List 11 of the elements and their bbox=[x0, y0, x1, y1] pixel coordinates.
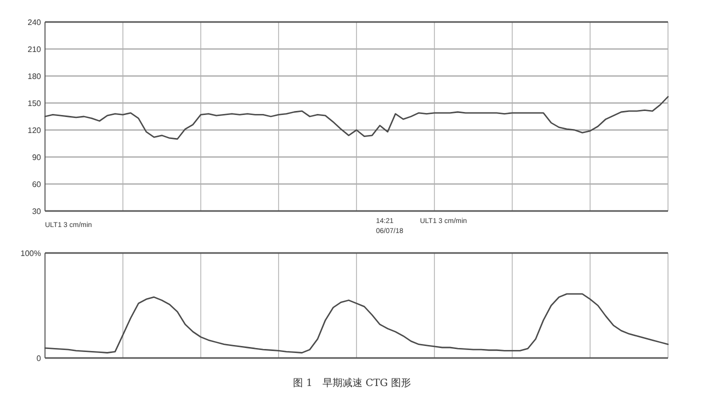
y-tick-label: 120 bbox=[28, 126, 42, 135]
y-tick-label: 0 bbox=[36, 354, 42, 363]
y-tick-label: 180 bbox=[28, 72, 42, 81]
y-tick-label: 240 bbox=[28, 18, 42, 27]
caption: 图 1 早期减速 CTG 图形 bbox=[292, 377, 412, 389]
y-tick-label: 30 bbox=[32, 207, 42, 216]
y-tick-label: 60 bbox=[32, 180, 42, 189]
y-tick-label: 90 bbox=[32, 153, 42, 162]
y-tick-label: 210 bbox=[28, 45, 42, 54]
y-tick-label: 150 bbox=[28, 99, 42, 108]
y-tick-label: 100% bbox=[20, 249, 41, 258]
